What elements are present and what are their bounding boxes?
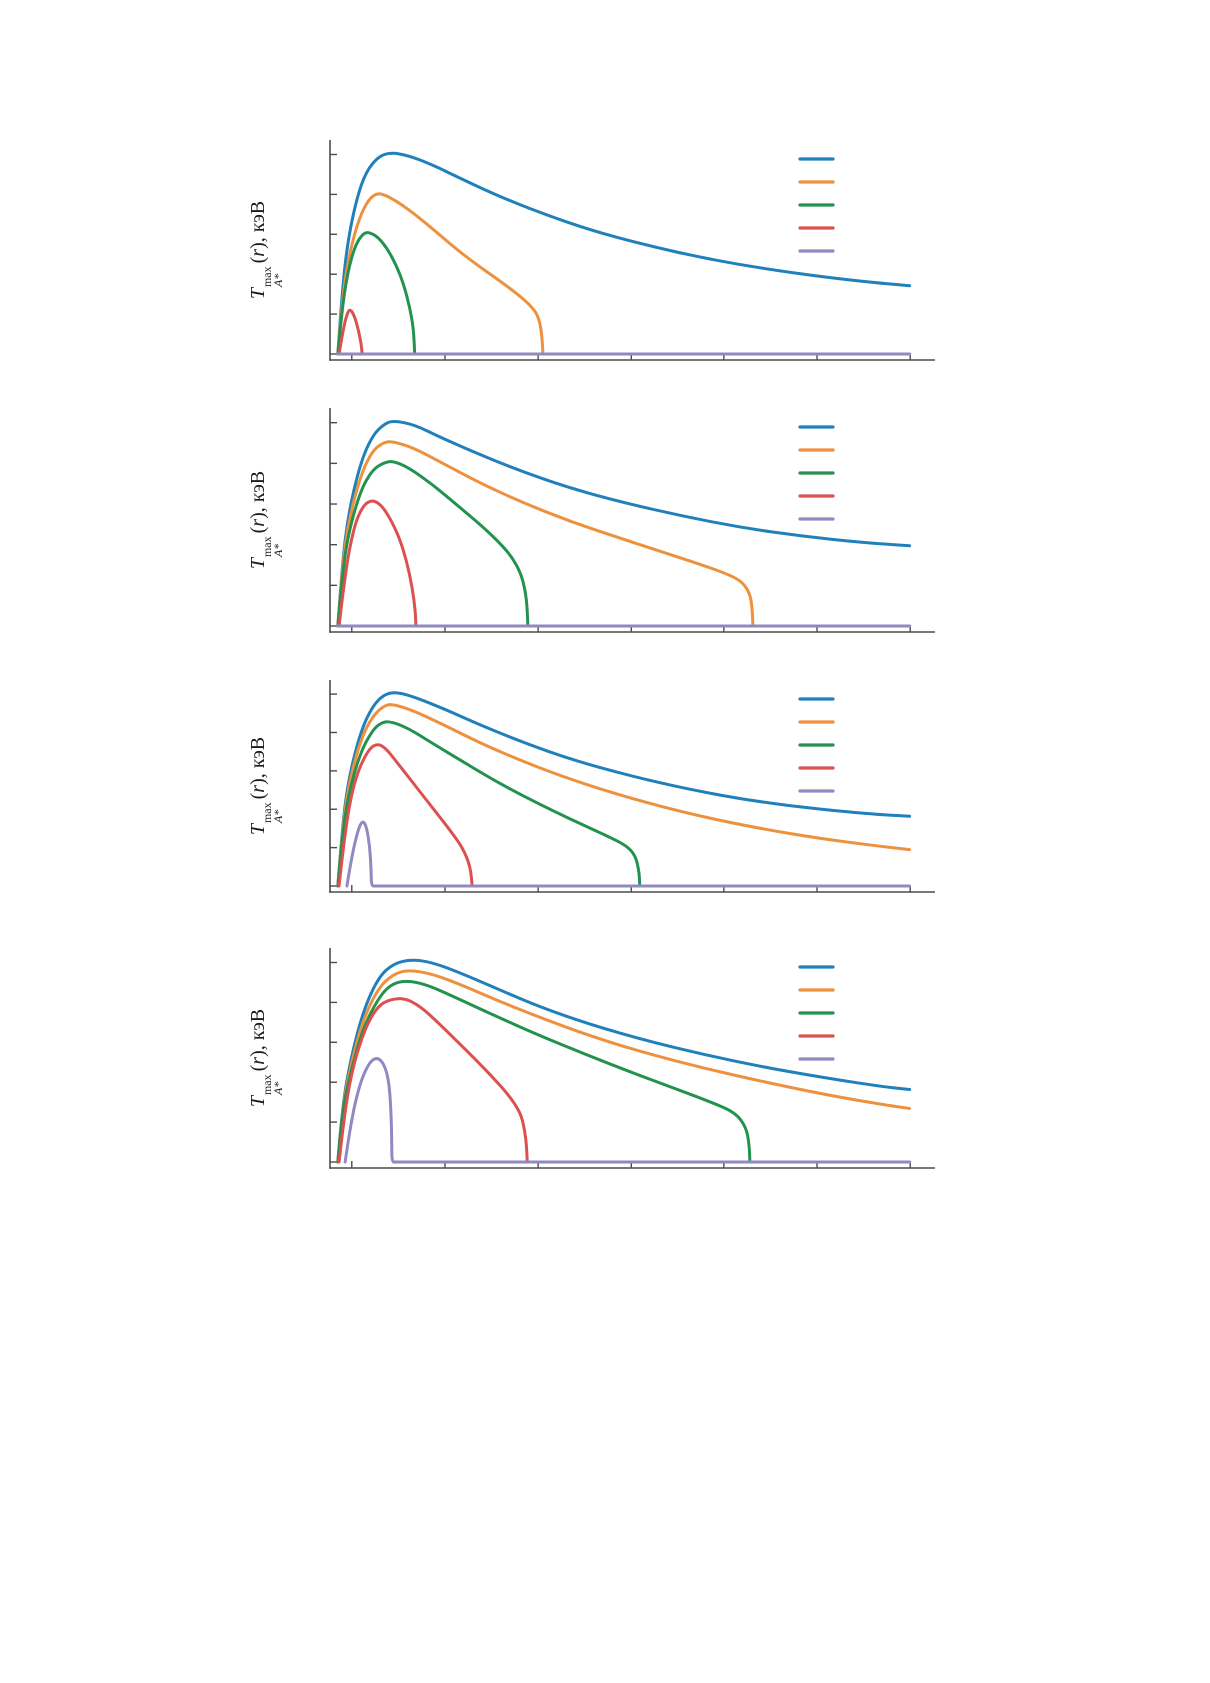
series-2-orange-curve	[336, 192, 545, 356]
series-4-red-curve	[337, 997, 529, 1164]
series-1-blue-curve	[336, 151, 912, 356]
panel-2-plot	[329, 408, 935, 633]
panel-4-plot	[329, 948, 935, 1169]
ylabel-supsub: max A*	[260, 536, 285, 558]
series-3-green-curve	[336, 979, 752, 1164]
series-5-purple-curve	[345, 820, 912, 888]
series-5-purple-curve	[343, 1057, 912, 1164]
series-3-green-curve	[336, 460, 530, 628]
series-2-orange-curve	[336, 969, 912, 1164]
panel-1-plot	[329, 140, 935, 361]
series-4-red-curve	[337, 743, 474, 888]
series-2-orange-curve	[336, 703, 912, 888]
ylabel-supsub: max A*	[260, 266, 285, 288]
ylabel-supsub: max A*	[260, 802, 285, 824]
series-1-blue-curve	[336, 419, 912, 628]
series-2-orange-curve	[336, 440, 755, 628]
series-4-red-curve	[337, 499, 418, 628]
series-3-green-curve	[336, 231, 417, 356]
series-1-blue-curve	[336, 691, 912, 888]
panel-3-plot	[329, 680, 935, 893]
series-3-green-curve	[336, 720, 642, 888]
series-1-blue-curve	[336, 958, 912, 1164]
ylabel-supsub: max A*	[260, 1074, 285, 1096]
series-4-red-curve	[337, 308, 364, 356]
